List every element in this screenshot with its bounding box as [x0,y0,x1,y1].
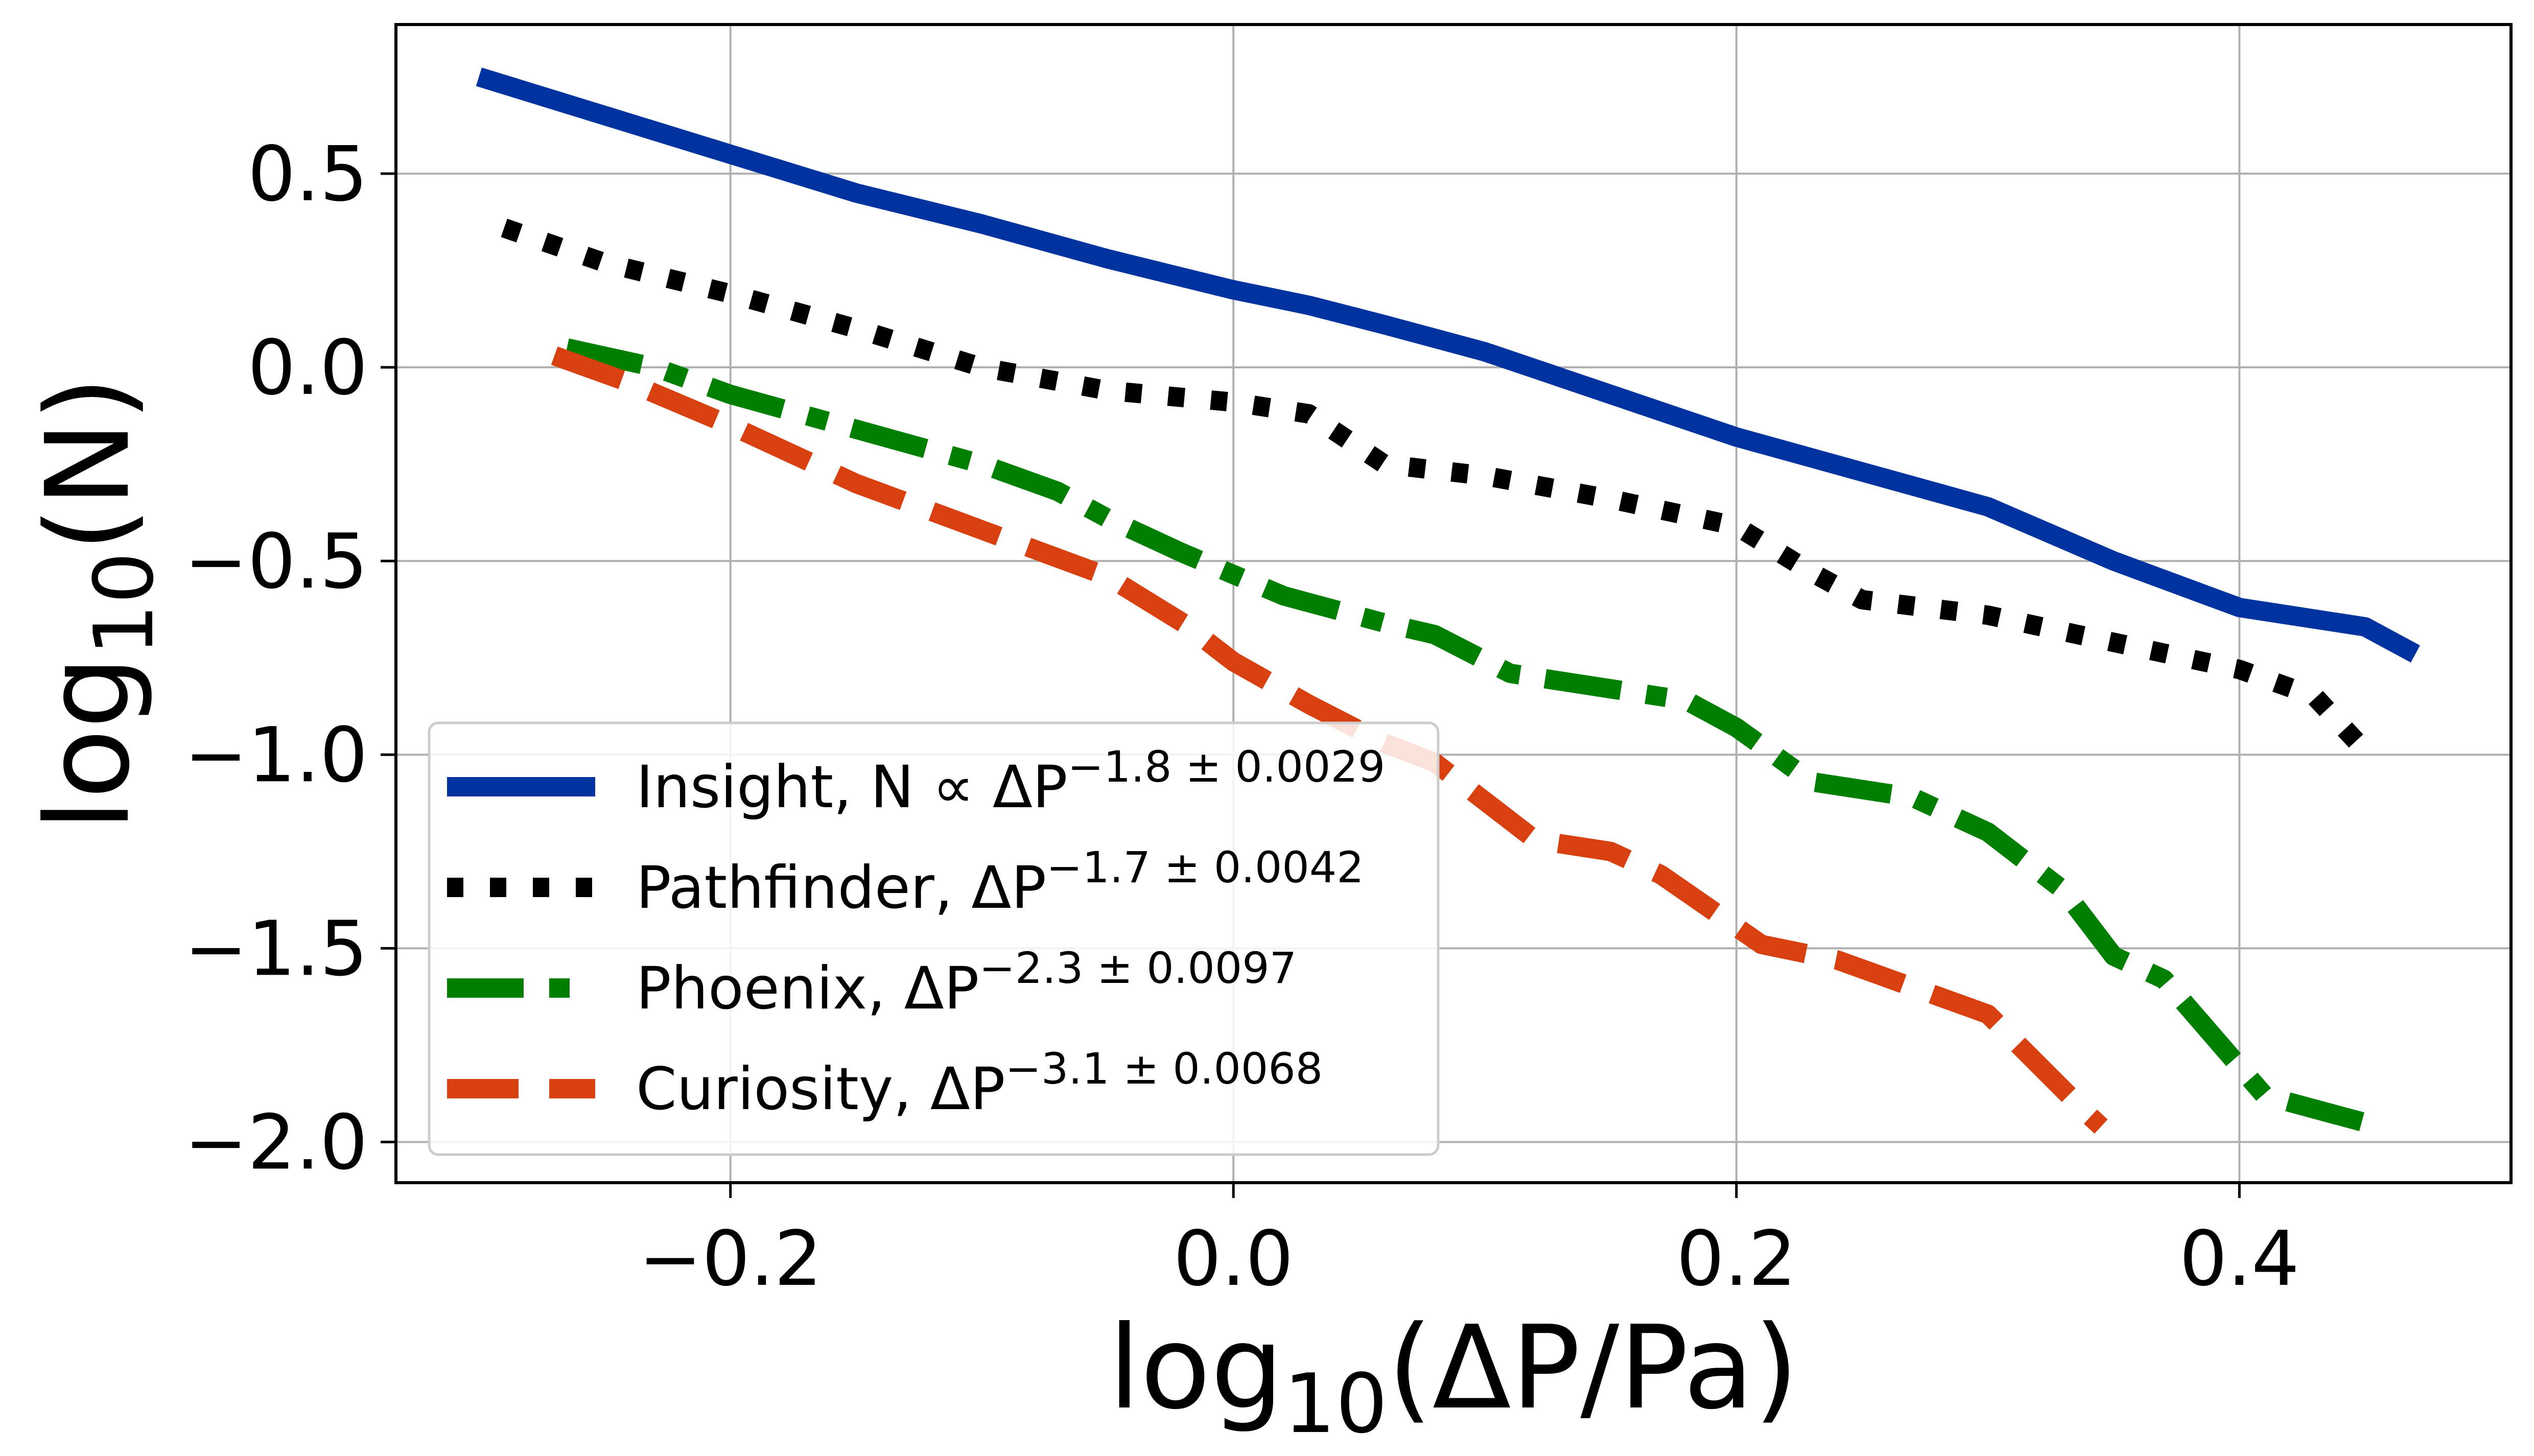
series-line-curiosity [551,346,2108,1134]
series-line-phoenix [565,338,2368,1132]
grid-layer [396,25,2511,1183]
legend-label-curiosity: Curiosity, ΔP−3.1 ± 0.0068 [636,1044,1323,1123]
y-axis-label: log10(N) [21,376,172,831]
x-tick-label: 0.4 [2179,1215,2300,1303]
y-tick-label: 0.0 [248,324,368,412]
y-tick-label: −1.5 [184,905,368,993]
x-tick-label: −0.2 [639,1215,822,1303]
series-line-insight [476,67,2420,663]
x-axis-label: log10(ΔP/Pa) [1108,1301,1798,1451]
y-tick-label: −2.0 [184,1098,368,1186]
legend-entries: Insight, N ∝ ΔP−1.8 ± 0.0029 Pathfinder, … [447,742,1385,1123]
tick-layer: −0.2 0.0 0.2 0.4 0.5 0.0 −0.5 −1.0 −1.5 −2.0 [184,130,2300,1303]
legend-label-insight: Insight, N ∝ ΔP−1.8 ± 0.0029 [636,742,1385,821]
legend-box [428,721,1440,1156]
y-tick-label: −1.0 [184,711,368,799]
legend-label-phoenix: Phoenix, ΔP−2.3 ± 0.0097 [636,943,1297,1022]
series-line-pathfinder [501,219,2373,758]
x-tick-label: 0.2 [1676,1215,1796,1303]
y-tick-label: −0.5 [184,518,368,605]
y-tick-label: 0.5 [248,130,368,218]
plot-frame [394,23,2513,1184]
series-layer [476,67,2420,1134]
legend-label-pathfinder: Pathfinder, ΔP−1.7 ± 0.0042 [636,842,1364,922]
x-tick-label: 0.0 [1174,1215,1294,1303]
legend: Insight, N ∝ ΔP−1.8 ± 0.0029 Pathfinder, … [428,721,1440,1156]
